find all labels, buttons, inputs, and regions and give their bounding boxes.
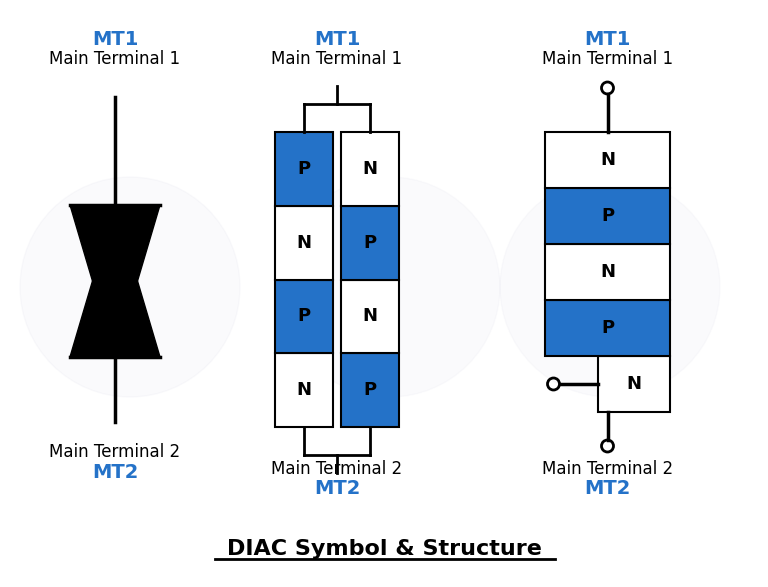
Bar bbox=[598, 356, 670, 412]
Text: P: P bbox=[297, 160, 310, 178]
Bar bbox=[545, 132, 670, 188]
Text: N: N bbox=[600, 263, 615, 281]
Text: MT1: MT1 bbox=[584, 29, 631, 49]
Text: MT2: MT2 bbox=[92, 463, 138, 481]
Text: Main Terminal 1: Main Terminal 1 bbox=[542, 50, 673, 68]
Text: N: N bbox=[626, 375, 641, 393]
Text: MT2: MT2 bbox=[314, 480, 360, 498]
Text: P: P bbox=[363, 234, 376, 252]
Circle shape bbox=[280, 177, 500, 397]
Bar bbox=[341, 353, 399, 427]
Text: P: P bbox=[297, 308, 310, 325]
Text: MT2: MT2 bbox=[584, 480, 631, 498]
Bar bbox=[275, 206, 333, 279]
Text: Main Terminal 2: Main Terminal 2 bbox=[542, 460, 673, 478]
Text: P: P bbox=[363, 381, 376, 399]
Text: Main Terminal 2: Main Terminal 2 bbox=[49, 443, 180, 461]
Text: Main Terminal 1: Main Terminal 1 bbox=[271, 50, 402, 68]
Text: N: N bbox=[362, 308, 378, 325]
Text: Main Terminal 2: Main Terminal 2 bbox=[271, 460, 402, 478]
Text: P: P bbox=[601, 319, 614, 337]
Text: N: N bbox=[296, 381, 312, 399]
Text: MT1: MT1 bbox=[314, 29, 360, 49]
Circle shape bbox=[500, 177, 720, 397]
Polygon shape bbox=[70, 205, 160, 357]
Bar bbox=[341, 279, 399, 353]
Bar bbox=[275, 132, 333, 206]
Text: DIAC Symbol & Structure: DIAC Symbol & Structure bbox=[227, 539, 541, 559]
Text: N: N bbox=[362, 160, 378, 178]
Bar bbox=[275, 353, 333, 427]
Bar bbox=[275, 279, 333, 353]
Bar bbox=[341, 132, 399, 206]
Text: Main Terminal 1: Main Terminal 1 bbox=[49, 50, 180, 68]
Circle shape bbox=[20, 177, 240, 397]
Bar bbox=[545, 300, 670, 356]
Text: N: N bbox=[296, 234, 312, 252]
Bar bbox=[341, 206, 399, 279]
Bar bbox=[545, 188, 670, 244]
Text: N: N bbox=[600, 151, 615, 169]
Text: P: P bbox=[601, 207, 614, 225]
Polygon shape bbox=[70, 205, 160, 357]
Bar bbox=[545, 244, 670, 300]
Text: MT1: MT1 bbox=[92, 29, 138, 49]
